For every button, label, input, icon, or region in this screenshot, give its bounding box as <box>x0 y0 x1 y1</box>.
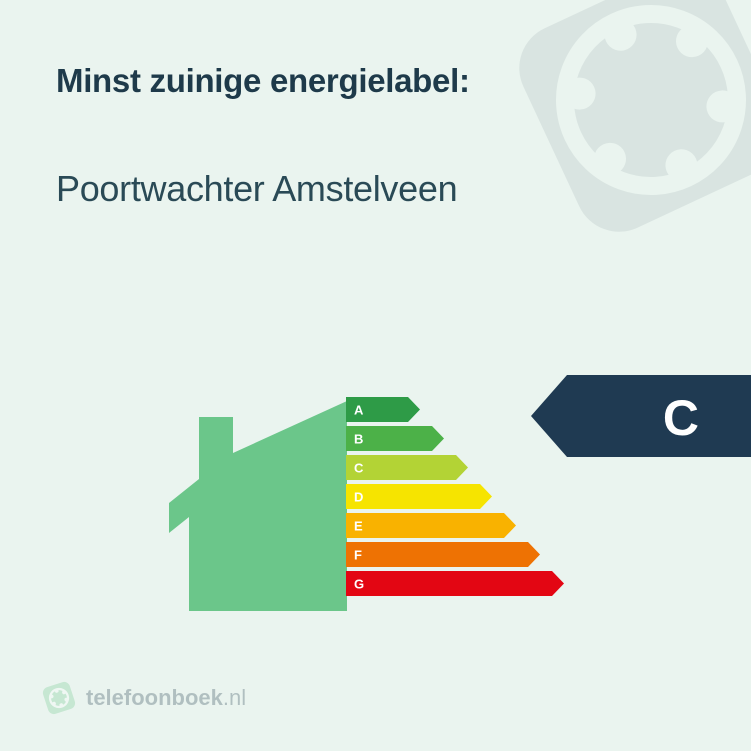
energy-bar-label: B <box>354 431 363 446</box>
energy-bar-label: C <box>354 460 363 475</box>
energy-bar-label: G <box>354 576 364 591</box>
brand-tld: .nl <box>223 685 246 710</box>
energy-bar-label: A <box>354 402 363 417</box>
energy-label-chart: C ABCDEFG <box>0 375 751 635</box>
energy-bar-label: F <box>354 547 362 562</box>
energy-bar-label: D <box>354 489 363 504</box>
brand-name: telefoonboek.nl <box>86 685 246 711</box>
callout-arrow-icon <box>531 375 751 457</box>
house-icon <box>169 401 347 611</box>
rating-callout: C <box>531 375 751 462</box>
location-name: Poortwachter Amstelveen <box>56 168 695 210</box>
energy-bar-label: E <box>354 518 363 533</box>
page-title: Minst zuinige energielabel: <box>56 62 695 100</box>
rating-letter: C <box>663 389 699 447</box>
brand-footer: telefoonboek.nl <box>42 681 246 715</box>
brand-logo-icon <box>42 681 76 715</box>
brand-name-text: telefoonboek <box>86 685 223 710</box>
